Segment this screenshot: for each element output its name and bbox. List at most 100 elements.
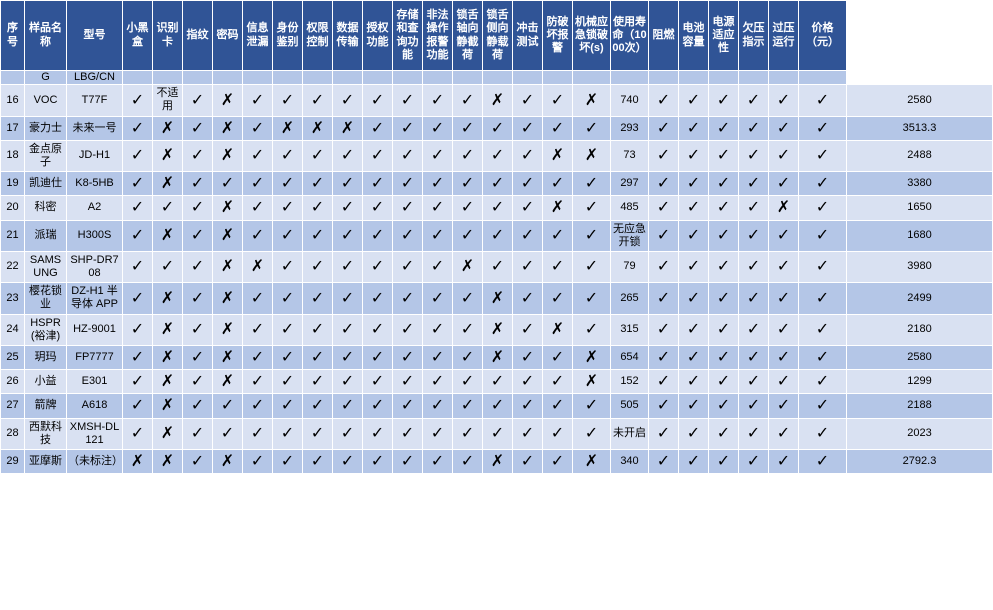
test-cell: ✓	[123, 370, 153, 394]
test-cell: ✓	[679, 283, 709, 314]
test-cell: ✓	[303, 346, 333, 370]
test-cell: ✓	[769, 418, 799, 449]
test-cell: ✓	[649, 251, 679, 282]
test-cell: ✗	[243, 251, 273, 282]
test-cell: ✓	[333, 140, 363, 171]
test-cell: ✓	[679, 116, 709, 140]
gap-cell	[153, 71, 183, 85]
test-cell: ✓	[333, 314, 363, 345]
test-cell: ✓	[483, 370, 513, 394]
test-cell: ✓	[739, 251, 769, 282]
table-row: 24HSPR(裕津)HZ-9001✓✗✓✗✓✓✓✓✓✓✓✓✗✓✗✓315✓✓✓✓…	[1, 314, 993, 345]
test-cell: ✗	[543, 196, 573, 220]
test-cell: ✓	[769, 394, 799, 418]
col-header: 冲击测试	[513, 1, 543, 71]
col-header: 欠压指示	[739, 1, 769, 71]
test-cell: ✓	[679, 196, 709, 220]
seq-cell: 17	[1, 116, 25, 140]
col-header: 防破坏报警	[543, 1, 573, 71]
price-cell: 1680	[847, 220, 993, 251]
test-cell: ✓	[679, 314, 709, 345]
table-row: 29亚摩斯（未标注）✗✗✓✗✓✓✓✓✓✓✓✓✗✓✓✗340✓✓✓✓✓✓2792.…	[1, 449, 993, 473]
test-cell: ✓	[649, 418, 679, 449]
col-header: 电池容量	[679, 1, 709, 71]
test-cell: ✓	[423, 116, 453, 140]
test-cell: ✓	[709, 346, 739, 370]
name-cell: 西默科技	[25, 418, 67, 449]
gap-cell	[243, 71, 273, 85]
test-cell: ✓	[769, 283, 799, 314]
test-cell: 293	[611, 116, 649, 140]
test-cell: ✓	[303, 283, 333, 314]
test-cell: ✓	[709, 251, 739, 282]
test-cell: ✓	[123, 394, 153, 418]
test-cell: ✓	[243, 85, 273, 116]
test-cell: ✓	[649, 314, 679, 345]
test-cell: ✓	[333, 449, 363, 473]
test-cell: ✓	[543, 220, 573, 251]
col-header: 授权功能	[363, 1, 393, 71]
test-cell: ✓	[423, 196, 453, 220]
table-body: GLBG/CN 16VOCT77F✓不适用✓✗✓✓✓✓✓✓✓✓✗✓✓✗740✓✓…	[1, 71, 993, 474]
test-cell: ✗	[153, 116, 183, 140]
test-cell: ✓	[393, 449, 423, 473]
test-cell: ✓	[273, 172, 303, 196]
gap-cell	[573, 71, 611, 85]
gap-cell	[393, 71, 423, 85]
test-cell: ✓	[709, 196, 739, 220]
test-cell: ✓	[799, 418, 847, 449]
test-cell: ✓	[513, 116, 543, 140]
model-cell: H300S	[67, 220, 123, 251]
test-cell: ✗	[153, 370, 183, 394]
gap-cell	[769, 71, 799, 85]
test-cell: ✓	[243, 283, 273, 314]
seq-cell: 19	[1, 172, 25, 196]
model-cell: （未标注）	[67, 449, 123, 473]
test-cell: ✓	[453, 116, 483, 140]
test-cell: ✓	[543, 346, 573, 370]
test-cell: 505	[611, 394, 649, 418]
test-cell: ✓	[453, 196, 483, 220]
test-cell: ✗	[483, 314, 513, 345]
test-cell: ✓	[303, 449, 333, 473]
name-cell: VOC	[25, 85, 67, 116]
test-cell: ✓	[513, 220, 543, 251]
test-cell: ✓	[123, 251, 153, 282]
price-cell: 2580	[847, 346, 993, 370]
price-cell: 1650	[847, 196, 993, 220]
test-cell: ✓	[739, 370, 769, 394]
test-cell: ✓	[513, 172, 543, 196]
test-cell: ✓	[543, 251, 573, 282]
test-cell: ✗	[153, 172, 183, 196]
col-header: 信息泄漏	[243, 1, 273, 71]
test-cell: ✓	[123, 314, 153, 345]
test-cell: ✓	[739, 418, 769, 449]
test-cell: ✗	[543, 314, 573, 345]
test-cell: ✓	[799, 283, 847, 314]
test-cell: ✓	[513, 85, 543, 116]
test-cell: ✓	[393, 196, 423, 220]
test-cell: ✓	[303, 172, 333, 196]
test-cell: ✓	[393, 394, 423, 418]
table-row: 22SAMSUNGSHP-DR708✓✓✓✗✗✓✓✓✓✓✓✗✓✓✓✓79✓✓✓✓…	[1, 251, 993, 282]
test-cell: ✓	[739, 449, 769, 473]
gap-cell	[611, 71, 649, 85]
test-cell: ✓	[513, 394, 543, 418]
col-header: 型号	[67, 1, 123, 71]
test-cell: ✓	[333, 418, 363, 449]
test-cell: ✓	[513, 418, 543, 449]
col-header: 存储和查询功能	[393, 1, 423, 71]
name-cell: 小益	[25, 370, 67, 394]
test-cell: ✗	[213, 251, 243, 282]
gap-cell	[483, 71, 513, 85]
gap-row: GLBG/CN	[1, 71, 993, 85]
price-cell: 3380	[847, 172, 993, 196]
model-cell: FP7777	[67, 346, 123, 370]
test-cell: ✓	[649, 85, 679, 116]
gap-cell	[333, 71, 363, 85]
gap-cell	[679, 71, 709, 85]
test-cell: ✓	[363, 346, 393, 370]
test-cell: ✗	[153, 140, 183, 171]
test-cell: ✓	[303, 140, 333, 171]
name-cell: SAMSUNG	[25, 251, 67, 282]
